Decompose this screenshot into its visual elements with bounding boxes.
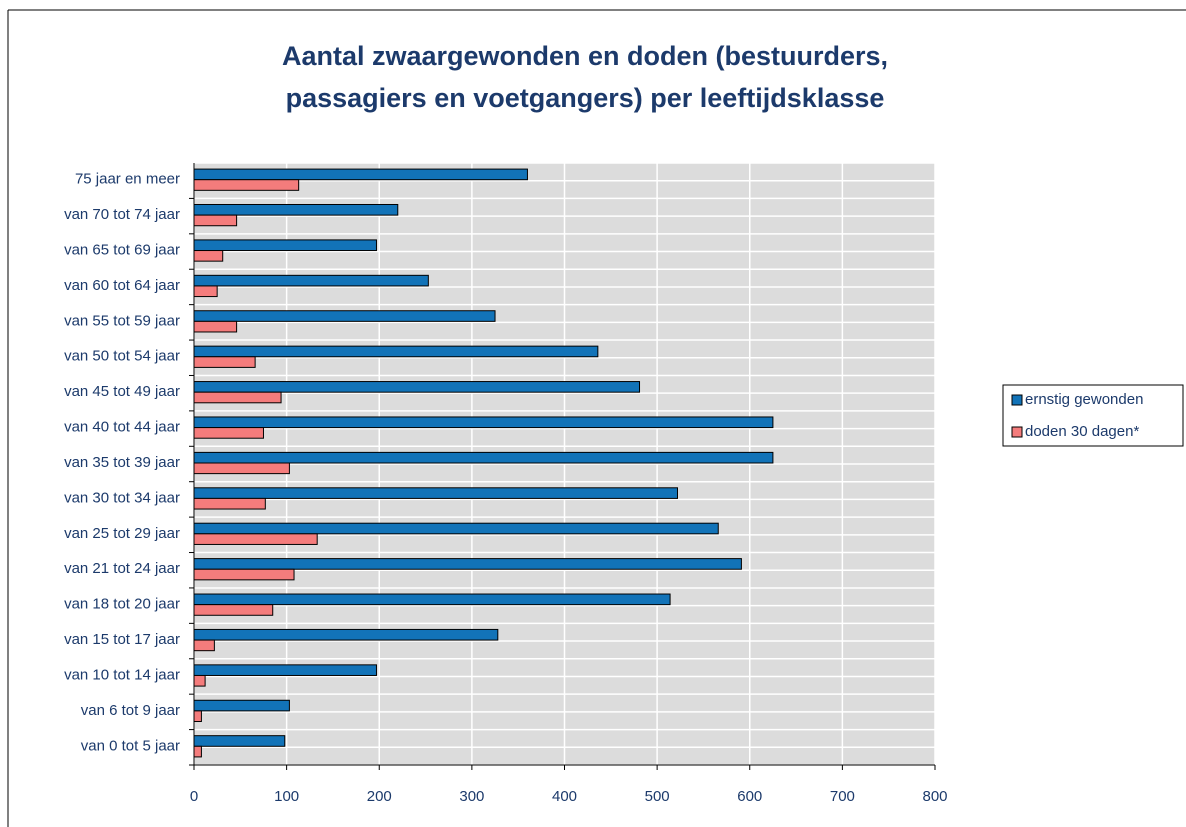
bar xyxy=(193,214,238,227)
legend-box xyxy=(1002,384,1184,447)
y-tick-label: van 25 tot 29 jaar xyxy=(64,525,180,542)
bar xyxy=(193,710,202,723)
bar xyxy=(193,285,218,298)
x-tick-label: 0 xyxy=(190,788,198,805)
bar xyxy=(193,274,429,287)
y-tick-label: van 21 tot 24 jaar xyxy=(64,560,180,577)
y-tick-label: van 65 tot 69 jaar xyxy=(64,241,180,258)
legend-label: ernstig gewonden xyxy=(1025,391,1143,408)
chart-title: Aantal zwaargewonden en doden (bestuurde… xyxy=(282,41,888,71)
y-tick-label: van 60 tot 64 jaar xyxy=(64,277,180,294)
y-tick-label: van 70 tot 74 jaar xyxy=(64,206,180,223)
bar xyxy=(193,745,202,758)
legend-swatch xyxy=(1011,426,1023,438)
bar xyxy=(193,250,224,262)
y-tick-label: van 45 tot 49 jaar xyxy=(64,383,180,400)
y-tick-label: van 15 tot 17 jaar xyxy=(64,631,180,648)
x-tick-label: 400 xyxy=(552,788,577,805)
x-tick-label: 800 xyxy=(922,788,947,805)
bar xyxy=(193,522,719,535)
x-tick-label: 200 xyxy=(367,788,392,805)
bar xyxy=(193,203,399,216)
x-tick-label: 600 xyxy=(737,788,762,805)
bar xyxy=(193,699,290,712)
bar xyxy=(193,451,774,464)
bar xyxy=(193,462,290,475)
bar xyxy=(193,416,774,429)
bar xyxy=(193,664,377,676)
bar xyxy=(193,391,282,404)
x-tick-label: 500 xyxy=(645,788,670,805)
bar xyxy=(193,168,528,181)
bar xyxy=(193,558,742,570)
bar xyxy=(193,356,256,368)
y-tick-label: van 18 tot 20 jaar xyxy=(64,596,180,613)
y-tick-label: van 10 tot 14 jaar xyxy=(64,666,180,683)
y-tick-label: van 40 tot 44 jaar xyxy=(64,419,180,436)
bar xyxy=(193,320,238,333)
legend-swatch xyxy=(1011,394,1023,406)
bar xyxy=(193,381,641,393)
y-tick-label: van 30 tot 34 jaar xyxy=(64,489,180,506)
x-tick-label: 300 xyxy=(459,788,484,805)
bar xyxy=(193,497,266,510)
bar xyxy=(193,593,671,606)
y-tick-label: van 0 tot 5 jaar xyxy=(81,737,180,754)
chart-title: passagiers en voetgangers) per leeftijds… xyxy=(286,83,885,113)
bar xyxy=(193,345,599,358)
bar xyxy=(193,487,679,499)
bar xyxy=(193,604,274,616)
x-tick-label: 100 xyxy=(274,788,299,805)
y-tick-label: van 55 tot 59 jaar xyxy=(64,312,180,329)
bar xyxy=(193,568,295,581)
bar xyxy=(193,179,300,191)
bar xyxy=(193,533,318,545)
y-tick-label: 75 jaar en meer xyxy=(75,171,180,188)
bar xyxy=(193,239,377,252)
y-tick-label: van 50 tot 54 jaar xyxy=(64,348,180,365)
bar xyxy=(193,639,215,652)
bar xyxy=(193,674,206,687)
y-tick-label: van 6 tot 9 jaar xyxy=(81,702,180,719)
x-tick-label: 700 xyxy=(830,788,855,805)
bar xyxy=(193,310,496,322)
bar xyxy=(193,628,499,641)
y-tick-label: van 35 tot 39 jaar xyxy=(64,454,180,471)
bar xyxy=(193,427,264,439)
bar xyxy=(193,735,286,747)
legend-label: doden 30 dagen* xyxy=(1025,423,1139,440)
